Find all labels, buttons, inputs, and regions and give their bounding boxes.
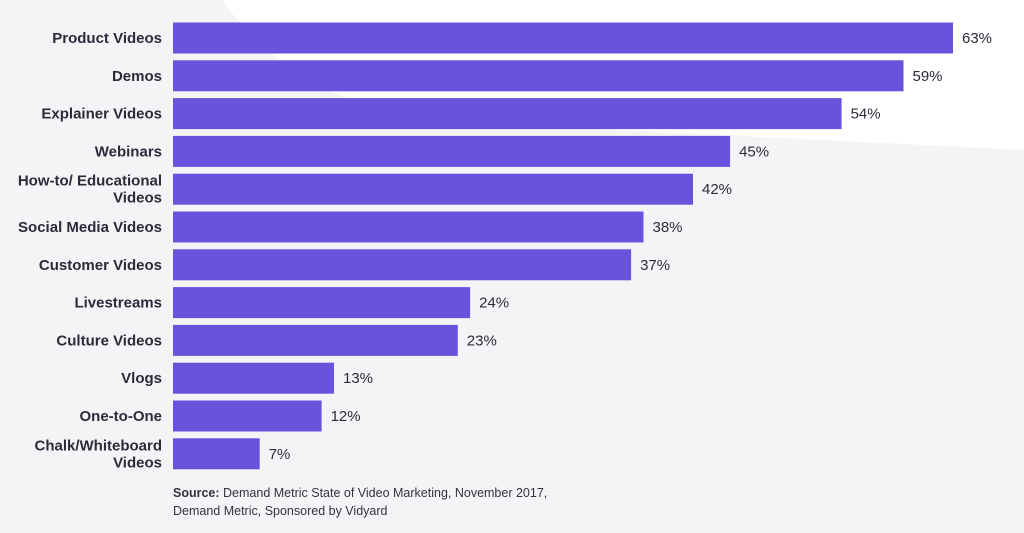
category-label-one-to-one: One-to-One — [80, 408, 163, 425]
value-label-how-to-educational-videos: 42% — [702, 181, 732, 198]
bar-demos — [173, 60, 904, 92]
value-label-one-to-one: 12% — [331, 408, 361, 425]
category-label-chalk-whiteboard-videos: Chalk/Whiteboard Videos — [34, 437, 162, 471]
value-label-chalk-whiteboard-videos: 7% — [269, 446, 291, 463]
category-label-how-to-educational-videos: How-to/ Educational Videos — [18, 173, 162, 207]
bar-webinars — [173, 135, 731, 167]
bar-vlogs — [173, 362, 334, 394]
value-label-vlogs: 13% — [343, 370, 373, 387]
value-label-demos: 59% — [913, 68, 943, 85]
category-label-culture-videos: Culture Videos — [56, 332, 162, 349]
bar-chalk-whiteboard-videos — [173, 438, 260, 470]
bar-explainer-videos — [173, 98, 842, 130]
source-note: Source: Demand Metric State of Video Mar… — [173, 484, 593, 520]
value-label-social-media-videos: 38% — [653, 219, 683, 236]
category-label-customer-videos: Customer Videos — [39, 257, 162, 274]
bar-social-media-videos — [173, 211, 644, 243]
bar-product-videos — [173, 22, 953, 54]
category-label-product-videos: Product Videos — [52, 30, 162, 47]
value-label-product-videos: 63% — [962, 30, 992, 47]
category-label-vlogs: Vlogs — [121, 370, 162, 387]
category-label-explainer-videos: Explainer Videos — [41, 106, 162, 123]
value-label-culture-videos: 23% — [467, 332, 497, 349]
category-label-demos: Demos — [112, 68, 162, 85]
category-label-webinars: Webinars — [95, 143, 162, 160]
value-label-explainer-videos: 54% — [851, 106, 881, 123]
value-label-livestreams: 24% — [479, 295, 509, 312]
value-label-webinars: 45% — [739, 143, 769, 160]
source-label: Source: — [173, 486, 220, 500]
value-label-customer-videos: 37% — [640, 257, 670, 274]
bar-customer-videos — [173, 249, 632, 281]
bar-livestreams — [173, 287, 471, 319]
source-text: Demand Metric State of Video Marketing, … — [173, 486, 548, 518]
category-label-social-media-videos: Social Media Videos — [18, 219, 162, 236]
bar-culture-videos — [173, 324, 458, 356]
bar-how-to-educational-videos — [173, 173, 693, 205]
category-label-livestreams: Livestreams — [74, 295, 162, 312]
bar-one-to-one — [173, 400, 322, 432]
